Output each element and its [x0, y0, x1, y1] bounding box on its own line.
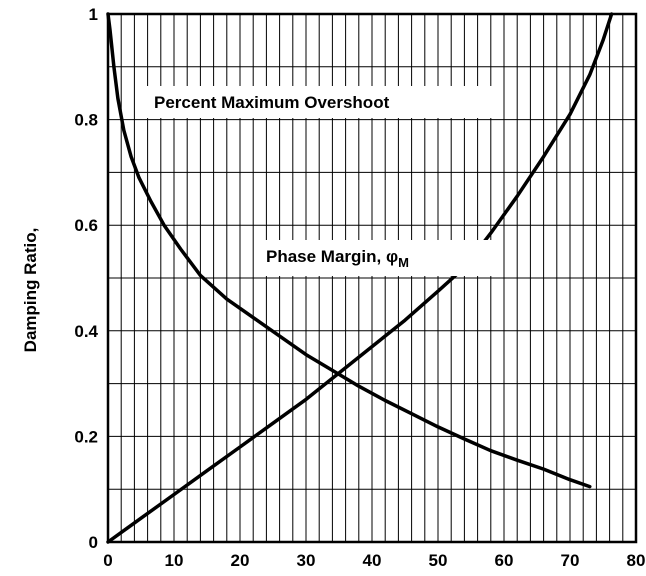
x-tick-label: 10 [165, 551, 184, 570]
x-tick-label: 50 [429, 551, 448, 570]
x-tick-label: 20 [231, 551, 250, 570]
overshoot-curve [106, 12, 592, 489]
x-tick-label: 40 [363, 551, 382, 570]
y-tick-label: 0.6 [74, 216, 98, 235]
y-tick-label: 0.8 [74, 111, 98, 130]
annotation-phase-margin-text: Phase Margin, φ [266, 247, 398, 266]
phase-margin-curve [106, 12, 614, 544]
y-tick-label: 1 [89, 5, 98, 24]
x-tick-label: 80 [627, 551, 646, 570]
x-tick-label: 30 [297, 551, 316, 570]
annotation-overshoot-bg [140, 86, 502, 118]
y-tick-label: 0 [89, 533, 98, 552]
annotation-phase-margin-bg [256, 240, 492, 276]
x-tick-label: 60 [495, 551, 514, 570]
y-tick-label: 0.2 [74, 427, 98, 446]
x-tick-label: 0 [103, 551, 112, 570]
curves [106, 12, 614, 544]
y-tick-labels: 0 0.2 0.4 0.6 0.8 1 [74, 5, 98, 552]
annotation-overshoot: Percent Maximum Overshoot [154, 93, 390, 112]
y-tick-label: 0.4 [74, 322, 98, 341]
annotation-phase-margin: Phase Margin, φM [266, 247, 409, 270]
x-tick-labels: 0 10 20 30 40 50 60 70 80 [103, 551, 645, 570]
annotation-phase-margin-subscript: M [398, 255, 409, 270]
y-axis-label: Damping Ratio, [21, 228, 40, 353]
x-tick-label: 70 [561, 551, 580, 570]
plot-frame [106, 12, 638, 544]
